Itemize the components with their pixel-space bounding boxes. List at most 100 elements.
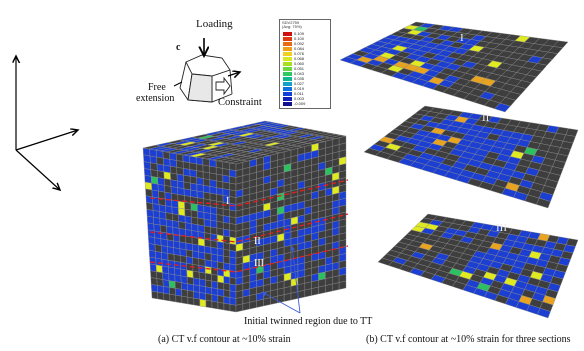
constraint-label: Constraint bbox=[218, 97, 262, 108]
legend-swatch bbox=[283, 92, 292, 96]
mesh-element bbox=[156, 163, 165, 173]
legend-value: -0.009 bbox=[294, 101, 306, 106]
mesh-element bbox=[165, 205, 173, 214]
legend-value: 0.060 bbox=[294, 61, 305, 66]
mesh-element bbox=[216, 227, 224, 237]
mesh-element bbox=[216, 207, 224, 216]
loading-label: Loading bbox=[196, 18, 233, 30]
mesh-element bbox=[183, 174, 191, 184]
mesh-element bbox=[202, 164, 210, 174]
mesh-element bbox=[203, 225, 211, 234]
mesh-element bbox=[223, 303, 231, 312]
mesh-element bbox=[223, 276, 231, 285]
legend-value: 0.027 bbox=[294, 81, 305, 86]
mesh-element bbox=[153, 217, 161, 226]
mesh-element bbox=[197, 211, 205, 220]
mesh-element bbox=[229, 283, 237, 293]
mesh-element bbox=[153, 223, 161, 233]
mesh-element bbox=[169, 159, 177, 168]
mesh-element bbox=[183, 168, 191, 177]
mesh-element bbox=[187, 283, 194, 292]
mesh-element bbox=[210, 226, 218, 236]
mesh-element bbox=[172, 227, 180, 236]
mesh-element bbox=[174, 274, 182, 283]
mesh-element bbox=[197, 217, 205, 227]
mesh-element bbox=[223, 249, 231, 258]
mesh-element bbox=[192, 277, 200, 286]
cube-label-iii: III bbox=[254, 258, 264, 269]
mesh-element bbox=[216, 241, 224, 250]
caption-a: (a) CT v.f contour at ~10% strain bbox=[158, 334, 291, 345]
mesh-element bbox=[157, 177, 165, 186]
mesh-element bbox=[211, 300, 219, 310]
mesh-element bbox=[205, 299, 213, 309]
mesh-element bbox=[152, 210, 161, 219]
legend-value: 0.092 bbox=[294, 41, 305, 46]
mesh-element bbox=[176, 167, 184, 176]
mesh-element bbox=[216, 214, 224, 223]
mesh-element bbox=[165, 212, 173, 221]
mesh-element bbox=[203, 218, 211, 228]
mesh-element bbox=[193, 284, 200, 293]
legend-value: 0.076 bbox=[294, 51, 305, 56]
mesh-element bbox=[156, 271, 164, 280]
mesh-element bbox=[150, 176, 159, 185]
constraint-arrow bbox=[215, 76, 231, 96]
mesh-element bbox=[198, 265, 206, 274]
mesh-element bbox=[211, 287, 219, 296]
mesh-element bbox=[163, 171, 171, 180]
mesh-element bbox=[204, 252, 212, 261]
mesh-element bbox=[205, 279, 212, 288]
mesh-element bbox=[190, 196, 198, 205]
mesh-element bbox=[176, 160, 184, 169]
mesh-element bbox=[161, 252, 169, 261]
mesh-element bbox=[223, 228, 230, 238]
mesh-element bbox=[223, 235, 230, 244]
mesh-element bbox=[222, 222, 230, 231]
mesh-element bbox=[156, 285, 164, 294]
hcp-prism-diagram bbox=[173, 38, 240, 103]
mesh-element bbox=[163, 164, 171, 174]
cube-label-ii: II bbox=[254, 236, 261, 247]
mesh-element bbox=[162, 272, 170, 281]
free-label: Free bbox=[148, 82, 166, 93]
mesh-element bbox=[229, 243, 237, 252]
mesh-element bbox=[196, 183, 204, 193]
mesh-element bbox=[229, 263, 237, 272]
mesh-element bbox=[205, 272, 212, 282]
legend-value: 0.109 bbox=[294, 31, 305, 36]
mesh-element bbox=[160, 238, 168, 247]
mesh-element bbox=[173, 247, 181, 256]
mesh-element bbox=[174, 281, 182, 290]
section-slice-iii bbox=[377, 213, 579, 319]
mesh-element bbox=[198, 244, 206, 254]
mesh-element bbox=[172, 220, 180, 229]
mesh-element bbox=[148, 243, 156, 252]
mesh-element bbox=[242, 302, 251, 311]
mesh-element bbox=[203, 185, 211, 194]
mesh-element bbox=[197, 224, 205, 233]
legend-value: 0.100 bbox=[294, 36, 305, 41]
legend-value: 0.035 bbox=[294, 76, 305, 81]
mesh-element bbox=[204, 239, 212, 248]
mesh-element bbox=[223, 255, 231, 265]
mesh-element bbox=[173, 254, 181, 263]
mesh-element bbox=[235, 303, 244, 313]
mesh-element bbox=[197, 238, 205, 247]
mesh-element bbox=[198, 251, 206, 260]
mesh-element bbox=[229, 176, 237, 185]
c-axis-label: c bbox=[176, 42, 181, 53]
mesh-element bbox=[155, 264, 163, 274]
mesh-element bbox=[197, 204, 205, 213]
twinned-region-annotation: Initial twinned region due to TT bbox=[244, 316, 373, 327]
mesh-element bbox=[217, 261, 224, 270]
legend-swatch bbox=[283, 57, 292, 61]
legend-swatch bbox=[283, 42, 292, 46]
section-slice-ii bbox=[363, 105, 579, 209]
mesh-element bbox=[192, 270, 200, 280]
mesh-element bbox=[161, 265, 169, 275]
annotation-arrows bbox=[261, 245, 301, 314]
mesh-element bbox=[149, 256, 157, 266]
mesh-element bbox=[162, 279, 170, 288]
mesh-element bbox=[169, 287, 176, 296]
